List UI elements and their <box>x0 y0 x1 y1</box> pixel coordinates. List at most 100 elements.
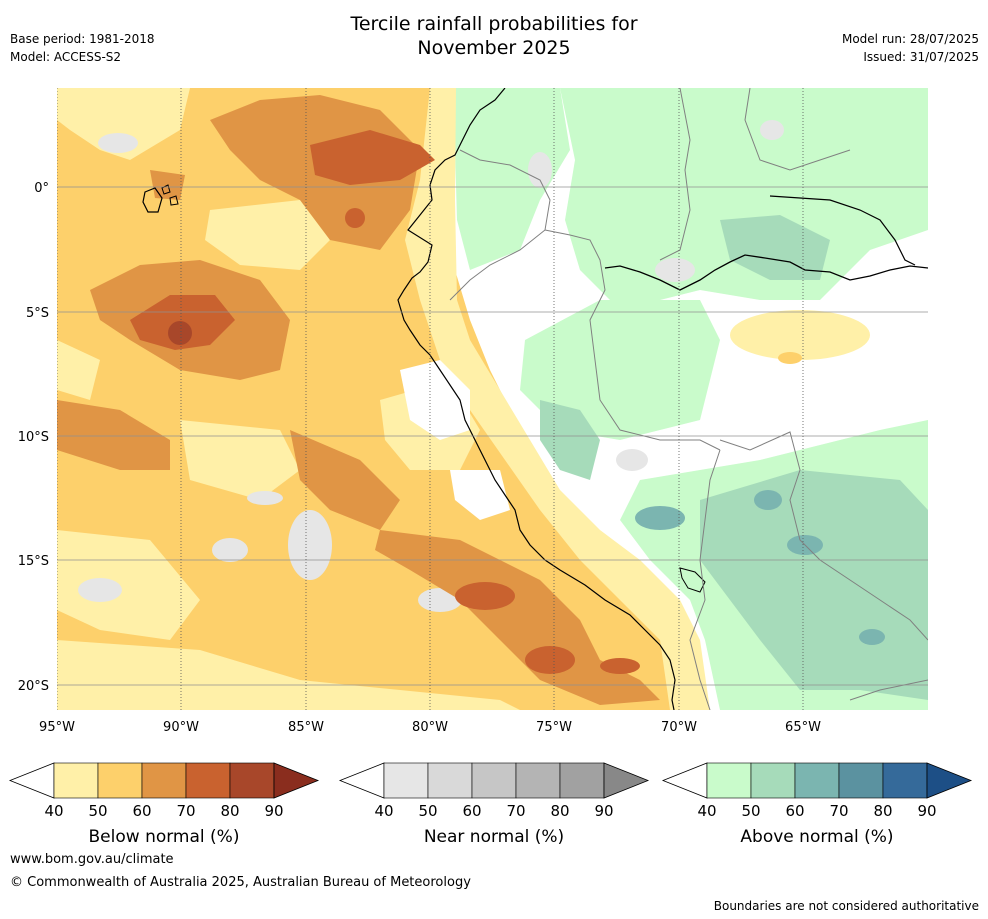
above-50-region-west <box>540 400 600 480</box>
below-70-patch <box>455 582 515 610</box>
colorbar-high-end <box>273 762 320 799</box>
lat-tick: 0° <box>34 181 49 196</box>
lat-tick: 15°S <box>18 554 49 569</box>
above-40-region-central <box>520 300 720 440</box>
colorbar-tick-label: 80 <box>220 802 239 820</box>
lon-tick: 70°W <box>661 720 697 735</box>
colorbar-tick-label: 50 <box>88 802 107 820</box>
model-run: Model run: 28/07/2025 <box>841 32 979 46</box>
paraguay-border <box>849 679 928 701</box>
above-40-region-north <box>455 88 570 270</box>
above-60-patch <box>635 506 685 530</box>
lon-tick: 95°W <box>39 720 75 735</box>
colorbar-segment <box>706 762 752 799</box>
country-borders <box>449 88 928 710</box>
lat-tick-labels: 0° 5°S 10°S 15°S 20°S <box>18 181 49 694</box>
brazil-bolivia-border <box>719 431 928 641</box>
colorbar-tick-label: 90 <box>264 802 283 820</box>
peru-border <box>544 229 721 451</box>
footer-url: www.bom.gov.au/climate <box>10 852 174 867</box>
bolivia-chile-border <box>689 449 721 710</box>
galapagos-island <box>169 195 179 206</box>
colorbar-tick-label: 40 <box>697 802 716 820</box>
colorbar-tick-label: 50 <box>418 802 437 820</box>
colorbar-segment <box>185 762 231 799</box>
colorbar-tick-label: 40 <box>44 802 63 820</box>
lon-tick: 85°W <box>288 720 324 735</box>
below-40-region <box>57 340 100 400</box>
colorbar-segment <box>471 762 517 799</box>
issued-date: Issued: 31/07/2025 <box>863 50 979 64</box>
colorbar-2: 40 50 60 70 80 90 Near normal (%) <box>338 762 650 847</box>
colorbar-segment <box>794 762 840 799</box>
near-40-patch <box>98 133 138 153</box>
lon-tick-labels: 95°W 90°W 85°W 80°W 75°W 70°W 65°W <box>39 720 821 735</box>
colorbar-segment <box>53 762 99 799</box>
above-50-region-north <box>720 215 830 280</box>
map-field <box>57 88 928 710</box>
colorbar-segment <box>97 762 143 799</box>
below-40-region <box>205 200 330 270</box>
below-70-patch <box>345 208 365 228</box>
colorbar-segment <box>882 762 928 799</box>
colombia-border <box>659 88 691 261</box>
colorbar-tick-label: 90 <box>594 802 613 820</box>
lon-tick: 75°W <box>536 720 572 735</box>
lat-tick: 5°S <box>26 306 49 321</box>
map-title: Tercile rainfall probabilities for Novem… <box>0 12 988 60</box>
lon-tick: 65°W <box>785 720 821 735</box>
colorbar-tick-label: 60 <box>132 802 151 820</box>
colorbar-high-end <box>603 762 650 799</box>
lon-tick: 80°W <box>412 720 448 735</box>
below-50-patch-east <box>778 352 802 364</box>
no-signal-ocean <box>450 470 510 520</box>
meta-right: Model run: 28/07/2025 Issued: 31/07/2025 <box>842 30 979 66</box>
galapagos-island <box>142 187 163 213</box>
near-40-patch <box>288 510 332 580</box>
lat-tick: 10°S <box>18 430 49 445</box>
title-line-1: Tercile rainfall probabilities for <box>350 13 638 35</box>
lake-titicaca <box>679 567 706 593</box>
colorbar-3: 40 50 60 70 80 90 Above normal (%) <box>661 762 973 847</box>
colorbar-segment <box>383 762 429 799</box>
galapagos-island <box>161 184 171 195</box>
title-line-2: November 2025 <box>417 37 571 59</box>
colorbar-segment <box>515 762 561 799</box>
colorbar-segment <box>229 762 275 799</box>
colorbar-tick-label: 40 <box>374 802 393 820</box>
colorbar-tick-label: 80 <box>550 802 569 820</box>
colorbar-high-end <box>926 762 973 799</box>
colorbar-low-end <box>8 762 55 799</box>
lon-tick: 90°W <box>163 720 199 735</box>
footer-copyright: © Commonwealth of Australia 2025, Austra… <box>10 875 471 890</box>
colorbar-segment <box>559 762 605 799</box>
colorbar-title: Near normal (%) <box>424 827 564 847</box>
near-40-patch <box>760 120 784 140</box>
colorbar-tick-label: 50 <box>741 802 760 820</box>
model-name: Model: ACCESS-S2 <box>10 50 122 64</box>
near-40-patch <box>247 491 283 505</box>
lat-tick: 20°S <box>18 679 49 694</box>
base-period: Base period: 1981-2018 <box>10 32 155 46</box>
near-40-patch <box>528 152 552 188</box>
colorbar-title: Above normal (%) <box>740 827 893 847</box>
gridlines <box>57 186 928 686</box>
below-80-patch <box>168 321 192 345</box>
above-40-region-amazon <box>560 88 928 300</box>
colorbar-tick-label: 70 <box>176 802 195 820</box>
near-40-patch <box>212 538 248 562</box>
colorbar-1: 40 50 60 70 80 90 Below normal (%) <box>8 762 320 847</box>
colorbar-low-end <box>338 762 385 799</box>
colorbars: 40 50 60 70 80 90 Below normal (%) 40 50 60 70 80 90… <box>8 762 973 847</box>
below-60-region <box>57 400 170 470</box>
colorbar-tick-label: 60 <box>462 802 481 820</box>
near-40-patch <box>655 258 695 282</box>
ecuador-border <box>449 149 551 301</box>
below-40-region <box>57 530 200 640</box>
below-70-region-north <box>310 130 435 185</box>
coastline <box>397 88 676 710</box>
below-70-patch <box>600 658 640 674</box>
rio-negro <box>769 195 916 266</box>
colorbar-segment <box>750 762 796 799</box>
